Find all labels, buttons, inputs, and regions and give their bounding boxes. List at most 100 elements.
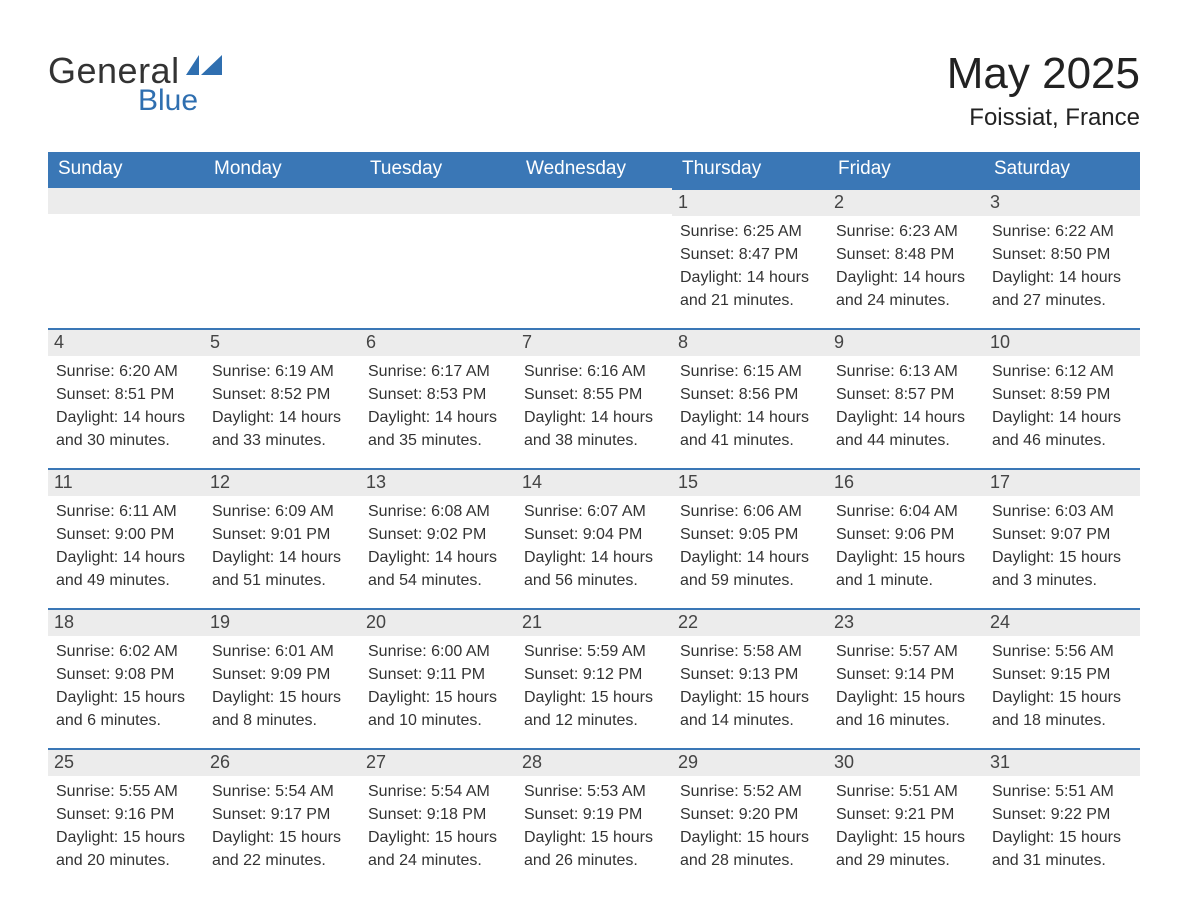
calendar-day-cell: 4Sunrise: 6:20 AMSunset: 8:51 PMDaylight… bbox=[48, 328, 204, 468]
day-number-bar: 29 bbox=[672, 748, 828, 776]
day-daylight1: Daylight: 14 hours bbox=[680, 268, 820, 289]
day-content: 12Sunrise: 6:09 AMSunset: 9:01 PMDayligh… bbox=[204, 468, 360, 603]
day-daylight1: Daylight: 15 hours bbox=[368, 828, 508, 849]
calendar-day-cell: 17Sunrise: 6:03 AMSunset: 9:07 PMDayligh… bbox=[984, 468, 1140, 608]
calendar-day-cell: 25 Sunrise: 5:55 AMSunset: 9:16 PMDayligh… bbox=[48, 748, 204, 888]
day-daylight1: Daylight: 14 hours bbox=[836, 268, 976, 289]
day-number-bar: 30 bbox=[828, 748, 984, 776]
day-sunset: Sunset: 8:53 PM bbox=[368, 385, 508, 406]
day-number-bar: 10 bbox=[984, 328, 1140, 356]
weekday-header: Friday bbox=[828, 152, 984, 188]
day-daylight2: and 28 minutes. bbox=[680, 851, 820, 872]
day-daylight2: and 30 minutes. bbox=[56, 431, 196, 452]
calendar-day-cell: 2Sunrise: 6:23 AMSunset: 8:48 PMDaylight… bbox=[828, 188, 984, 328]
day-sunset: Sunset: 9:13 PM bbox=[680, 665, 820, 686]
day-sunrise: Sunrise: 6:01 AM bbox=[212, 642, 352, 663]
day-info: Sunrise: 5:53 AMSunset: 9:19 PMDaylight:… bbox=[524, 782, 664, 871]
day-sunset: Sunset: 8:51 PM bbox=[56, 385, 196, 406]
calendar-day-cell: 7Sunrise: 6:16 AMSunset: 8:55 PMDaylight… bbox=[516, 328, 672, 468]
day-sunset: Sunset: 9:07 PM bbox=[992, 525, 1132, 546]
day-content: 1Sunrise: 6:25 AMSunset: 8:47 PMDaylight… bbox=[672, 188, 828, 323]
day-number-bar: 15 bbox=[672, 468, 828, 496]
day-info: Sunrise: 6:12 AMSunset: 8:59 PMDaylight:… bbox=[992, 362, 1132, 451]
day-info: Sunrise: 5:55 AMSunset: 9:16 PMDaylight:… bbox=[56, 782, 196, 871]
day-content: 3 Sunrise: 6:22 AMSunset: 8:50 PMDaylight… bbox=[984, 188, 1140, 323]
day-daylight1: Daylight: 15 hours bbox=[368, 688, 508, 709]
day-daylight2: and 21 minutes. bbox=[680, 291, 820, 312]
day-content: 22Sunrise: 5:58 AMSunset: 9:13 PMDayligh… bbox=[672, 608, 828, 743]
day-content: 25 Sunrise: 5:55 AMSunset: 9:16 PMDayligh… bbox=[48, 748, 204, 883]
brand-word-blue: Blue bbox=[138, 84, 198, 118]
day-daylight1: Daylight: 15 hours bbox=[992, 548, 1132, 569]
day-number-bar: 18 bbox=[48, 608, 204, 636]
day-daylight2: and 41 minutes. bbox=[680, 431, 820, 452]
calendar-day-cell: 5Sunrise: 6:19 AMSunset: 8:52 PMDaylight… bbox=[204, 328, 360, 468]
flag-icon bbox=[186, 55, 222, 88]
day-content: 20Sunrise: 6:00 AMSunset: 9:11 PMDayligh… bbox=[360, 608, 516, 743]
day-number-bar: 27 bbox=[360, 748, 516, 776]
day-number-bar: 4 bbox=[48, 328, 204, 356]
day-daylight2: and 44 minutes. bbox=[836, 431, 976, 452]
day-sunset: Sunset: 9:11 PM bbox=[368, 665, 508, 686]
day-daylight2: and 46 minutes. bbox=[992, 431, 1132, 452]
day-content: 10 Sunrise: 6:12 AMSunset: 8:59 PMDayligh… bbox=[984, 328, 1140, 463]
calendar-week-row: 1Sunrise: 6:25 AMSunset: 8:47 PMDaylight… bbox=[48, 188, 1140, 328]
day-daylight2: and 24 minutes. bbox=[368, 851, 508, 872]
day-info: Sunrise: 6:06 AMSunset: 9:05 PMDaylight:… bbox=[680, 502, 820, 591]
day-daylight1: Daylight: 14 hours bbox=[992, 408, 1132, 429]
day-info: Sunrise: 5:54 AMSunset: 9:18 PMDaylight:… bbox=[368, 782, 508, 871]
day-sunrise: Sunrise: 6:19 AM bbox=[212, 362, 352, 383]
day-daylight2: and 33 minutes. bbox=[212, 431, 352, 452]
calendar-day-cell: 13Sunrise: 6:08 AMSunset: 9:02 PMDayligh… bbox=[360, 468, 516, 608]
calendar-day-cell bbox=[204, 188, 360, 328]
day-daylight2: and 10 minutes. bbox=[368, 711, 508, 732]
calendar-day-cell bbox=[516, 188, 672, 328]
day-daylight1: Daylight: 14 hours bbox=[56, 408, 196, 429]
day-info: Sunrise: 5:51 AMSunset: 9:21 PMDaylight:… bbox=[836, 782, 976, 871]
header: General Blue May 2025 Foissiat, France bbox=[48, 50, 1140, 132]
day-info: Sunrise: 5:51 AMSunset: 9:22 PMDaylight:… bbox=[992, 782, 1132, 871]
day-sunset: Sunset: 9:00 PM bbox=[56, 525, 196, 546]
weekday-header: Monday bbox=[204, 152, 360, 188]
calendar-table: SundayMondayTuesdayWednesdayThursdayFrid… bbox=[48, 152, 1140, 888]
day-info: Sunrise: 6:17 AMSunset: 8:53 PMDaylight:… bbox=[368, 362, 508, 451]
day-number-bar: 9 bbox=[828, 328, 984, 356]
day-number-bar: 7 bbox=[516, 328, 672, 356]
day-info: Sunrise: 5:57 AMSunset: 9:14 PMDaylight:… bbox=[836, 642, 976, 731]
calendar-week-row: 4Sunrise: 6:20 AMSunset: 8:51 PMDaylight… bbox=[48, 328, 1140, 468]
day-daylight2: and 8 minutes. bbox=[212, 711, 352, 732]
day-daylight1: Daylight: 14 hours bbox=[524, 408, 664, 429]
day-daylight2: and 6 minutes. bbox=[56, 711, 196, 732]
day-content bbox=[516, 188, 672, 230]
calendar-day-cell: 11Sunrise: 6:11 AMSunset: 9:00 PMDayligh… bbox=[48, 468, 204, 608]
calendar-body: 1Sunrise: 6:25 AMSunset: 8:47 PMDaylight… bbox=[48, 188, 1140, 888]
day-number-bar: 25 bbox=[48, 748, 204, 776]
calendar-day-cell: 30 Sunrise: 5:51 AMSunset: 9:21 PMDayligh… bbox=[828, 748, 984, 888]
calendar-day-cell: 8Sunrise: 6:15 AMSunset: 8:56 PMDaylight… bbox=[672, 328, 828, 468]
calendar-day-cell: 24Sunrise: 5:56 AMSunset: 9:15 PMDayligh… bbox=[984, 608, 1140, 748]
day-sunrise: Sunrise: 5:54 AM bbox=[368, 782, 508, 803]
calendar-page: General Blue May 2025 Foissiat, France S… bbox=[0, 0, 1188, 918]
day-content: 19Sunrise: 6:01 AMSunset: 9:09 PMDayligh… bbox=[204, 608, 360, 743]
calendar-day-cell: 18Sunrise: 6:02 AMSunset: 9:08 PMDayligh… bbox=[48, 608, 204, 748]
day-sunrise: Sunrise: 6:08 AM bbox=[368, 502, 508, 523]
calendar-day-cell: 28 Sunrise: 5:53 AMSunset: 9:19 PMDayligh… bbox=[516, 748, 672, 888]
day-number-bar bbox=[204, 188, 360, 214]
calendar-week-row: 11Sunrise: 6:11 AMSunset: 9:00 PMDayligh… bbox=[48, 468, 1140, 608]
day-daylight1: Daylight: 15 hours bbox=[992, 828, 1132, 849]
day-sunrise: Sunrise: 5:53 AM bbox=[524, 782, 664, 803]
day-content: 29Sunrise: 5:52 AMSunset: 9:20 PMDayligh… bbox=[672, 748, 828, 883]
day-sunrise: Sunrise: 6:25 AM bbox=[680, 222, 820, 243]
day-number-bar: 3 bbox=[984, 188, 1140, 216]
day-content: 15 Sunrise: 6:06 AMSunset: 9:05 PMDayligh… bbox=[672, 468, 828, 603]
day-daylight1: Daylight: 14 hours bbox=[368, 548, 508, 569]
day-daylight1: Daylight: 14 hours bbox=[212, 548, 352, 569]
day-info: Sunrise: 5:56 AMSunset: 9:15 PMDaylight:… bbox=[992, 642, 1132, 731]
day-sunrise: Sunrise: 5:54 AM bbox=[212, 782, 352, 803]
day-sunset: Sunset: 9:17 PM bbox=[212, 805, 352, 826]
day-number-bar: 19 bbox=[204, 608, 360, 636]
day-info: Sunrise: 6:22 AMSunset: 8:50 PMDaylight:… bbox=[992, 222, 1132, 311]
day-daylight2: and 14 minutes. bbox=[680, 711, 820, 732]
weekday-header: Tuesday bbox=[360, 152, 516, 188]
day-number-bar: 28 bbox=[516, 748, 672, 776]
